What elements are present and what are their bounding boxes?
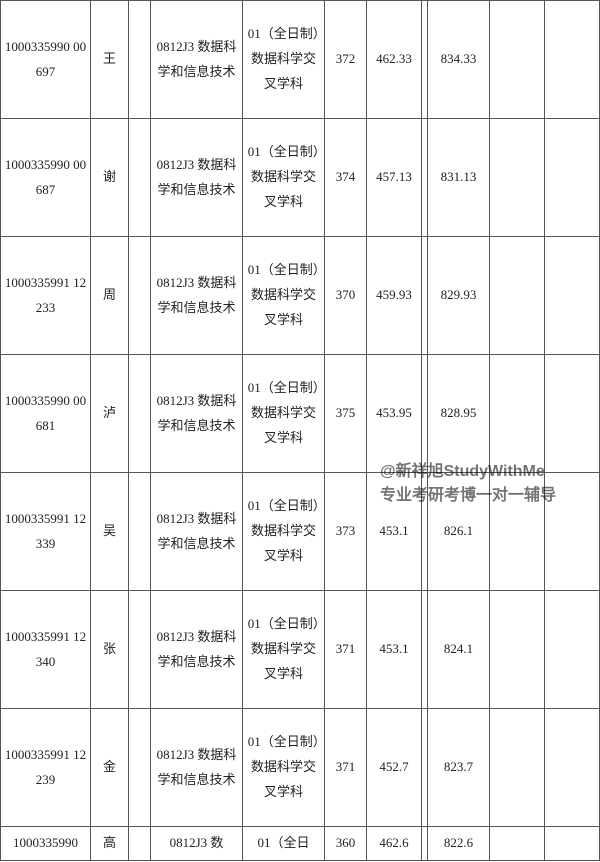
cell-name: 张 [91,591,129,709]
table-row: 1000335990 00697王0812J3 数据科学和信息技术01（全日制）… [1,1,600,119]
cell-direction: 01（全日制）数据科学交叉学科 [243,237,325,355]
cell-score2: 453.1 [367,591,422,709]
table-body: 1000335990 00697王0812J3 数据科学和信息技术01（全日制）… [1,1,600,861]
cell-score2: 453.95 [367,355,422,473]
cell-name: 泸 [91,355,129,473]
cell-id: 1000335991 12239 [1,709,91,827]
cell-remark2 [545,119,600,237]
cell-major: 0812J3 数 [151,827,243,861]
cell-remark1 [490,355,545,473]
cell-score1: 370 [325,237,367,355]
cell-direction: 01（全日制）数据科学交叉学科 [243,591,325,709]
cell-id: 1000335991 12340 [1,591,91,709]
cell-total: 824.1 [428,591,490,709]
cell-score1: 372 [325,1,367,119]
cell-id: 1000335990 00697 [1,1,91,119]
cell-remark2 [545,473,600,591]
cell-name: 吴 [91,473,129,591]
cell-remark2 [545,827,600,861]
cell-name: 高 [91,827,129,861]
table-row: 1000335991 12339吴0812J3 数据科学和信息技术01（全日制）… [1,473,600,591]
cell-score2: 453.1 [367,473,422,591]
cell-blank [129,827,151,861]
cell-score2: 462.33 [367,1,422,119]
cell-direction: 01（全日制）数据科学交叉学科 [243,1,325,119]
table-row: 1000335990 00681泸0812J3 数据科学和信息技术01（全日制）… [1,355,600,473]
cell-score2: 459.93 [367,237,422,355]
cell-name: 谢 [91,119,129,237]
cell-major: 0812J3 数据科学和信息技术 [151,355,243,473]
cell-name: 王 [91,1,129,119]
table-row: 1000335990 00687谢0812J3 数据科学和信息技术01（全日制）… [1,119,600,237]
cell-total: 826.1 [428,473,490,591]
cell-score1: 373 [325,473,367,591]
cell-blank [129,237,151,355]
cell-remark1 [490,473,545,591]
cell-major: 0812J3 数据科学和信息技术 [151,1,243,119]
cell-name: 周 [91,237,129,355]
results-table: 1000335990 00697王0812J3 数据科学和信息技术01（全日制）… [0,0,600,861]
cell-major: 0812J3 数据科学和信息技术 [151,119,243,237]
cell-remark1 [490,1,545,119]
cell-remark1 [490,237,545,355]
cell-remark2 [545,709,600,827]
cell-remark2 [545,591,600,709]
cell-id: 1000335990 00681 [1,355,91,473]
cell-direction: 01（全日 [243,827,325,861]
cell-total: 834.33 [428,1,490,119]
cell-remark1 [490,119,545,237]
cell-major: 0812J3 数据科学和信息技术 [151,237,243,355]
cell-remark2 [545,1,600,119]
table-row: 1000335991 12239金0812J3 数据科学和信息技术01（全日制）… [1,709,600,827]
cell-blank [129,119,151,237]
cell-score2: 457.13 [367,119,422,237]
cell-total: 831.13 [428,119,490,237]
cell-major: 0812J3 数据科学和信息技术 [151,473,243,591]
cell-id: 1000335991 12339 [1,473,91,591]
cell-total: 822.6 [428,827,490,861]
cell-score2: 452.7 [367,709,422,827]
cell-score1: 360 [325,827,367,861]
cell-blank [129,591,151,709]
cell-remark1 [490,709,545,827]
table-row: 1000335990高 0812J3 数01（全日360462.6822.6 [1,827,600,861]
cell-total: 828.95 [428,355,490,473]
cell-score1: 374 [325,119,367,237]
cell-direction: 01（全日制）数据科学交叉学科 [243,119,325,237]
cell-blank [129,355,151,473]
cell-name: 金 [91,709,129,827]
cell-major: 0812J3 数据科学和信息技术 [151,709,243,827]
cell-blank [129,473,151,591]
cell-score1: 371 [325,591,367,709]
cell-total: 823.7 [428,709,490,827]
cell-direction: 01（全日制）数据科学交叉学科 [243,473,325,591]
cell-remark2 [545,355,600,473]
cell-id: 1000335990 00687 [1,119,91,237]
cell-blank [129,1,151,119]
cell-direction: 01（全日制）数据科学交叉学科 [243,709,325,827]
cell-remark2 [545,237,600,355]
cell-id: 1000335990 [1,827,91,861]
cell-remark1 [490,827,545,861]
cell-score1: 375 [325,355,367,473]
cell-major: 0812J3 数据科学和信息技术 [151,591,243,709]
table-row: 1000335991 12233周0812J3 数据科学和信息技术01（全日制）… [1,237,600,355]
cell-remark1 [490,591,545,709]
cell-total: 829.93 [428,237,490,355]
cell-score2: 462.6 [367,827,422,861]
table-row: 1000335991 12340张0812J3 数据科学和信息技术01（全日制）… [1,591,600,709]
cell-direction: 01（全日制）数据科学交叉学科 [243,355,325,473]
cell-blank [129,709,151,827]
cell-score1: 371 [325,709,367,827]
cell-id: 1000335991 12233 [1,237,91,355]
